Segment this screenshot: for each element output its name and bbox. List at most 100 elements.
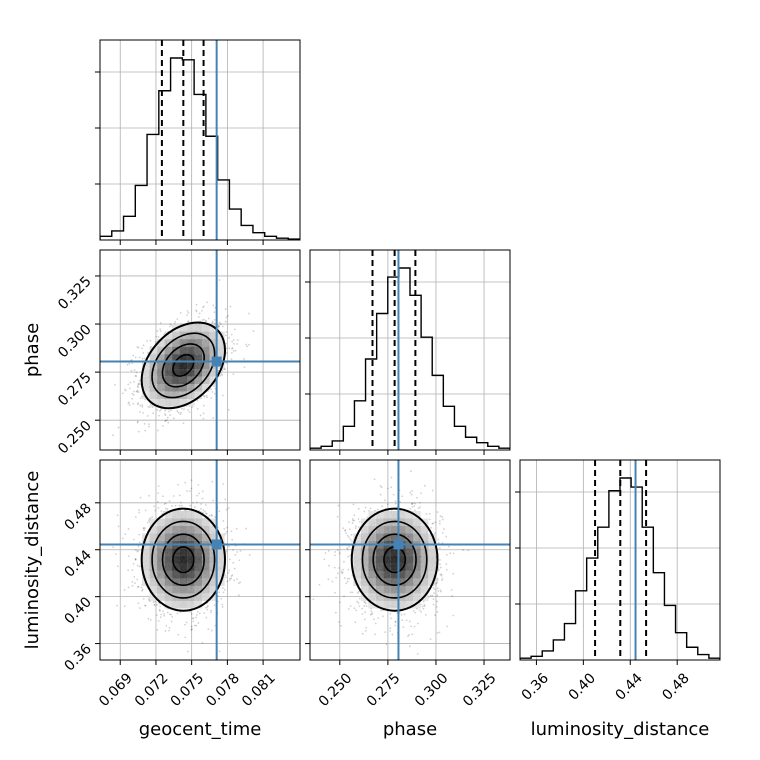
- density-cell: [164, 563, 173, 571]
- panel-geocent_time-luminosity_distance: 0.0690.0720.0750.0780.0810.360.400.440.4…: [61, 459, 301, 710]
- scatter-point: [340, 624, 342, 627]
- scatter-point: [192, 502, 194, 504]
- density-cell: [149, 518, 158, 526]
- scatter-point: [230, 358, 233, 361]
- scatter-point: [170, 409, 172, 412]
- scatter-point: [132, 562, 135, 565]
- scatter-point: [236, 551, 239, 553]
- density-cell: [194, 510, 203, 519]
- scatter-point: [139, 496, 142, 499]
- scatter-point: [428, 512, 431, 515]
- density-cell: [202, 555, 210, 564]
- scatter-point: [137, 549, 140, 552]
- density-cell: [187, 324, 195, 332]
- scatter-point: [225, 576, 227, 579]
- density-cell: [172, 346, 180, 355]
- density-cell: [157, 533, 165, 541]
- scatter-point: [213, 604, 216, 607]
- scatter-point: [312, 598, 315, 601]
- scatter-point: [373, 618, 375, 621]
- scatter-point: [152, 601, 155, 604]
- scatter-point: [374, 633, 377, 636]
- contour-level: [140, 507, 226, 612]
- scatter-point: [164, 630, 167, 632]
- scatter-point: [198, 492, 200, 495]
- scatter-point: [334, 611, 337, 614]
- density-cell: [149, 369, 158, 377]
- density-cell: [187, 339, 195, 347]
- scatter-point: [221, 369, 224, 372]
- scatter-point: [168, 626, 171, 629]
- scatter-point: [430, 526, 433, 529]
- density-cell: [217, 563, 225, 571]
- scatter-point: [168, 500, 171, 503]
- scatter-point: [413, 505, 416, 507]
- scatter-point: [433, 588, 436, 591]
- scatter-point: [141, 588, 144, 591]
- scatter-point: [230, 530, 233, 533]
- scatter-point: [148, 494, 151, 497]
- scatter-point: [227, 408, 230, 411]
- scatter-point: [221, 603, 224, 606]
- scatter-point: [159, 605, 162, 608]
- scatter-point: [252, 330, 255, 332]
- scatter-point: [411, 490, 414, 492]
- scatter-point: [442, 518, 444, 521]
- density-cell: [164, 570, 173, 579]
- scatter-point: [224, 334, 227, 337]
- scatter-point: [203, 395, 206, 398]
- scatter-point: [345, 582, 348, 585]
- scatter-point: [156, 500, 159, 503]
- scatter-point: [197, 483, 200, 486]
- scatter-point: [207, 605, 209, 607]
- scatter-point: [159, 330, 162, 332]
- scatter-point: [141, 589, 143, 592]
- scatter-point: [373, 478, 376, 481]
- scatter-point: [405, 619, 408, 622]
- scatter-point: [432, 598, 435, 601]
- scatter-point: [140, 586, 143, 589]
- density-cell: [209, 555, 218, 564]
- density-cell: [202, 578, 210, 586]
- scatter-point: [139, 397, 142, 400]
- scatter-point: [411, 502, 414, 505]
- density-cell: [187, 578, 195, 586]
- density-cell: [187, 369, 195, 377]
- density-cell: [142, 555, 150, 564]
- density-cell: [164, 593, 173, 601]
- scatter-point: [207, 317, 210, 320]
- panel-content: [310, 460, 510, 660]
- scatter-point: [335, 576, 338, 579]
- scatter-point: [204, 606, 207, 609]
- scatter-point: [234, 349, 237, 352]
- scatter-point: [237, 594, 240, 597]
- scatter-point: [233, 342, 235, 345]
- scatter-point: [414, 502, 416, 505]
- scatter-point: [212, 499, 214, 502]
- density-cell: [164, 391, 173, 400]
- density-cell: [164, 339, 173, 347]
- scatter-point: [159, 616, 162, 619]
- scatter-point: [163, 613, 165, 615]
- scatter-point: [365, 626, 368, 629]
- scatter-point: [176, 410, 179, 412]
- scatter-point: [144, 398, 147, 401]
- scatter-point: [407, 635, 409, 638]
- scatter-point: [146, 340, 149, 342]
- scatter-point: [436, 594, 439, 597]
- density-cell: [172, 354, 180, 362]
- scatter-point: [201, 309, 203, 312]
- density-cell: [202, 585, 210, 594]
- scatter-point: [213, 322, 216, 325]
- scatter-point: [376, 508, 379, 511]
- scatter-point: [154, 509, 157, 512]
- scatter-point: [401, 619, 404, 622]
- scatter-point: [231, 340, 234, 343]
- density-cell: [149, 578, 158, 586]
- scatter-point: [203, 612, 206, 615]
- x-tick-label: 0.069: [96, 670, 136, 710]
- scatter-point: [347, 568, 350, 571]
- density-cell: [194, 533, 203, 541]
- scatter-point: [343, 577, 346, 580]
